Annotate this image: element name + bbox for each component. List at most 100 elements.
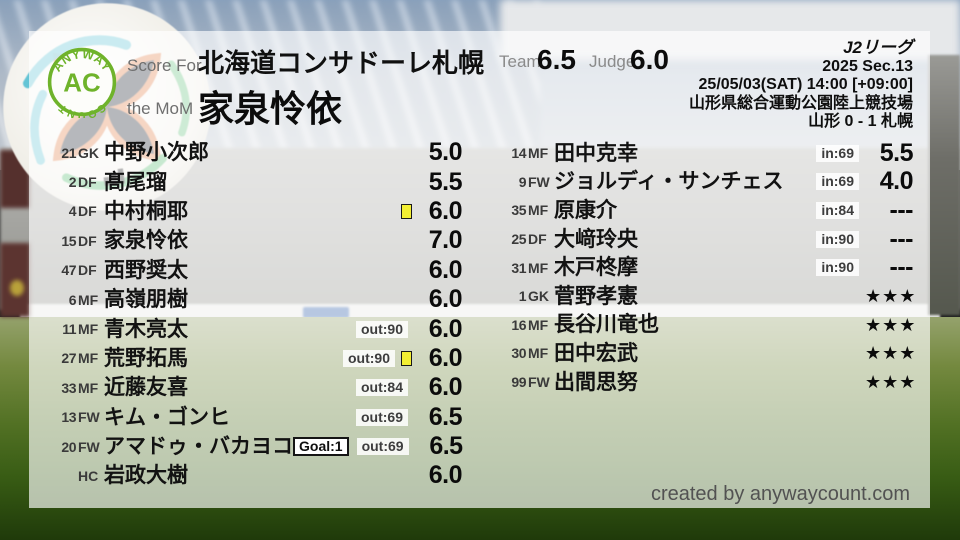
team-name: 北海道コンサドーレ札幌 bbox=[198, 48, 485, 78]
player-rating: 5.5 bbox=[428, 167, 463, 196]
player-position: DF bbox=[78, 203, 97, 220]
player-row: 11 MF 青木亮太 out:90 6.0 bbox=[46, 314, 462, 343]
player-name: 荒野拓馬 bbox=[104, 346, 188, 370]
substitution-badge: in:84 bbox=[816, 201, 859, 219]
substitution-badge: out:90 bbox=[356, 320, 408, 338]
player-name: 田中克幸 bbox=[554, 141, 638, 165]
player-rating: 6.0 bbox=[428, 285, 463, 314]
player-position: DF bbox=[78, 232, 97, 249]
player-position: DF bbox=[78, 174, 97, 191]
player-rating: 6.5 bbox=[429, 432, 463, 461]
player-name: アマドゥ・バカヨコ bbox=[104, 435, 293, 459]
player-position: GK bbox=[78, 144, 99, 161]
player-name: 田中宏武 bbox=[554, 341, 638, 365]
player-name: 近藤友喜 bbox=[104, 376, 188, 400]
player-number: 9 bbox=[518, 173, 527, 190]
player-number: 27 bbox=[61, 350, 76, 367]
match-info: J2リーグ 2025 Sec.13 25/05/03(SAT) 14:00 [+… bbox=[688, 38, 913, 132]
player-number: 11 bbox=[62, 321, 76, 338]
credit-text: created by anywaycount.com bbox=[650, 483, 910, 505]
player-position: MF bbox=[528, 345, 549, 362]
player-number: 20 bbox=[61, 438, 76, 455]
player-row: 13 FW キム・ゴンヒ out:69 6.5 bbox=[46, 403, 462, 432]
player-rating: --- bbox=[889, 195, 914, 224]
player-row: 9 FW ジョルディ・サンチェス in:69 4.0 bbox=[496, 168, 914, 197]
player-row: 35 MF 原康介 in:84 --- bbox=[496, 196, 913, 225]
season-section: 2025 Sec.13 bbox=[822, 57, 913, 75]
player-name: 家泉怜依 bbox=[104, 229, 188, 253]
substitution-badge: out:90 bbox=[343, 349, 395, 367]
starters-list: 21 GK 中野小次郎 5.0 2 DF 髙尾瑠 5.5 4 DF 中村桐耶 6.0 15 DF 家泉怜依 7… bbox=[46, 138, 463, 491]
player-row: 4 DF 中村桐耶 6.0 bbox=[46, 197, 463, 226]
team-score-label: Team bbox=[499, 52, 541, 71]
player-rating: ★★★ bbox=[865, 314, 917, 335]
player-number: 99 bbox=[511, 374, 526, 391]
player-position: DF bbox=[528, 231, 547, 248]
player-number: 16 bbox=[511, 316, 526, 333]
player-number: 30 bbox=[511, 345, 526, 362]
substitution-badge: in:69 bbox=[816, 173, 859, 191]
player-rating: 6.0 bbox=[428, 461, 463, 490]
player-row: 47 DF 西野奨太 6.0 bbox=[46, 256, 462, 285]
player-row: 6 MF 高嶺朋樹 6.0 bbox=[46, 285, 463, 314]
goal-badge: Goal:1 bbox=[293, 437, 349, 457]
substitution-badge: in:69 bbox=[816, 144, 859, 162]
team-score-value: 6.5 bbox=[537, 44, 576, 75]
player-row: 21 GK 中野小次郎 5.0 bbox=[46, 138, 462, 167]
player-row: 1 GK 菅野孝憲 ★★★ bbox=[496, 282, 917, 311]
substitution-badge: out:69 bbox=[356, 438, 409, 456]
player-number: 33 bbox=[61, 379, 76, 396]
score-for-label: Score For bbox=[127, 56, 202, 75]
player-rating: --- bbox=[889, 224, 914, 253]
player-position: MF bbox=[528, 259, 549, 276]
yellow-card-icon bbox=[401, 203, 412, 219]
substitution-badge: in:90 bbox=[816, 259, 859, 277]
player-number: 6 bbox=[68, 291, 77, 308]
player-number: 14 bbox=[511, 145, 526, 162]
player-name: 髙尾瑠 bbox=[104, 170, 167, 194]
substitution-badge: out:69 bbox=[356, 408, 408, 426]
player-position: MF bbox=[528, 202, 549, 219]
player-position: FW bbox=[528, 173, 550, 190]
player-rating: 6.0 bbox=[428, 343, 463, 372]
player-row: 33 MF 近藤友喜 out:84 6.0 bbox=[46, 373, 462, 402]
mom-label: the MoM bbox=[127, 99, 194, 118]
player-rating: ★★★ bbox=[865, 286, 917, 307]
player-rating: --- bbox=[889, 253, 914, 282]
player-name: キム・ゴンヒ bbox=[104, 405, 230, 429]
player-rating: 6.0 bbox=[428, 314, 463, 343]
player-number: 1 bbox=[518, 288, 527, 305]
match-result: 山形 0 - 1 札幌 bbox=[808, 113, 913, 131]
player-name: 青木亮太 bbox=[104, 317, 188, 341]
player-rating: ★★★ bbox=[865, 372, 917, 393]
yellow-card-icon bbox=[401, 350, 412, 366]
substitution-badge: out:84 bbox=[356, 379, 408, 397]
player-name: 西野奨太 bbox=[104, 258, 188, 282]
player-number: 2 bbox=[68, 174, 77, 191]
player-position: GK bbox=[528, 288, 549, 305]
card-panel bbox=[29, 31, 930, 508]
judge-score-label: Judge bbox=[589, 52, 636, 71]
player-rating: ★★★ bbox=[865, 343, 917, 364]
player-row: 16 MF 長谷川竜也 ★★★ bbox=[496, 311, 917, 340]
player-number: 21 bbox=[61, 144, 76, 161]
player-name: 長谷川竜也 bbox=[554, 313, 659, 337]
player-row: 15 DF 家泉怜依 7.0 bbox=[46, 226, 462, 255]
player-name: 中野小次郎 bbox=[104, 141, 209, 165]
venue-name: 山形県総合運動公園陸上競技場 bbox=[688, 94, 913, 112]
logo-ac-text: AC bbox=[63, 69, 100, 97]
player-name: 木戸柊摩 bbox=[554, 256, 638, 280]
player-name: 高嶺朋樹 bbox=[104, 288, 188, 312]
player-name: ジョルディ・サンチェス bbox=[554, 170, 784, 194]
player-name: 岩政大樹 bbox=[104, 464, 188, 488]
kickoff-datetime: 25/05/03(SAT) 14:00 [+09:00] bbox=[698, 76, 913, 94]
player-row: 99 FW 出間思努 ★★★ bbox=[496, 368, 917, 397]
player-position: FW bbox=[78, 409, 100, 426]
judge-score-value: 6.0 bbox=[630, 44, 669, 75]
player-number: 35 bbox=[511, 202, 526, 219]
background-right-stand bbox=[928, 55, 960, 315]
player-position: MF bbox=[528, 145, 549, 162]
player-position: FW bbox=[528, 374, 550, 391]
player-rating: 7.0 bbox=[428, 226, 463, 255]
